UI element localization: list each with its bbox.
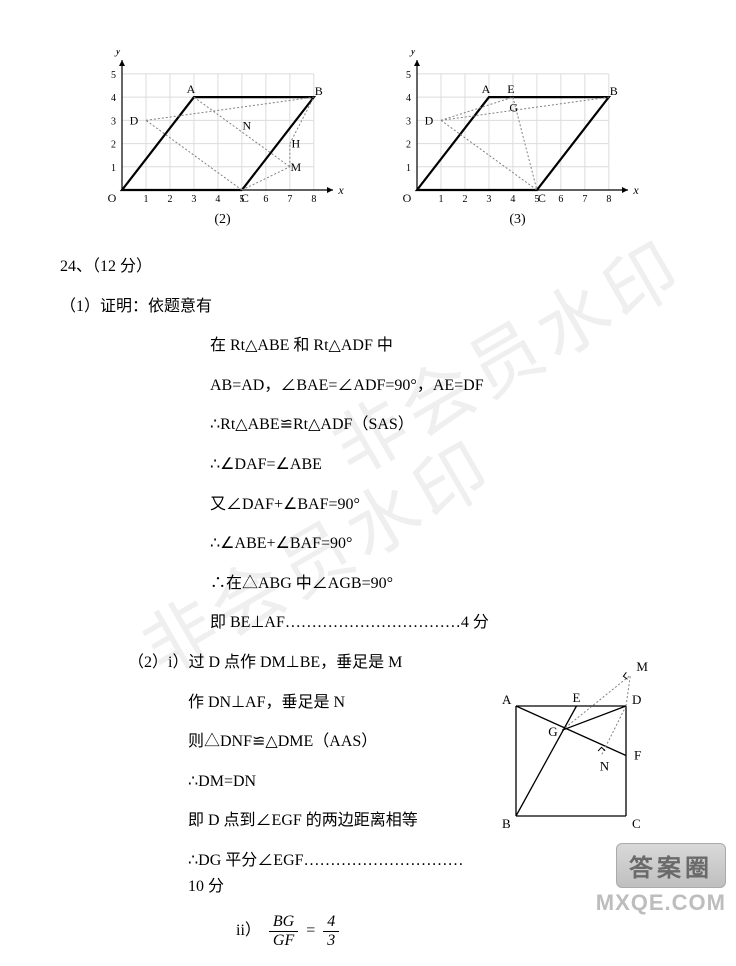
svg-text:G: G bbox=[509, 100, 518, 114]
svg-text:C: C bbox=[632, 816, 641, 831]
chart-3-caption: (3) bbox=[395, 212, 640, 228]
svg-text:O: O bbox=[108, 191, 117, 205]
svg-text:B: B bbox=[610, 84, 618, 98]
q24-p1-line: ∴∠ABE+∠BAF=90° bbox=[210, 531, 676, 557]
q24-p1-head: （1）证明：依题意有 bbox=[60, 294, 676, 320]
svg-text:2: 2 bbox=[111, 140, 116, 151]
q24-p2-line: 即 D 点到∠EGF 的两边距离相等 bbox=[188, 808, 476, 834]
svg-text:6: 6 bbox=[558, 194, 563, 205]
svg-text:E: E bbox=[507, 82, 514, 96]
svg-text:4: 4 bbox=[510, 194, 515, 205]
q24-p1-line: AB=AD，∠BAE=∠ADF=90°，AE=DF bbox=[210, 373, 676, 399]
svg-text:H: H bbox=[292, 137, 301, 151]
svg-text:y: y bbox=[114, 50, 121, 57]
svg-text:y: y bbox=[409, 50, 416, 57]
svg-text:D: D bbox=[130, 113, 139, 127]
geometry-diagram: A D C B E F G M N bbox=[476, 656, 666, 846]
svg-text:B: B bbox=[502, 816, 511, 831]
q24-p2-head: （2）i）过 D 点作 DM⊥BE，垂足是 M bbox=[128, 650, 476, 676]
q24-header: 24、（12 分） bbox=[60, 254, 676, 280]
svg-text:3: 3 bbox=[406, 116, 411, 127]
svg-text:2: 2 bbox=[406, 140, 411, 151]
svg-text:C: C bbox=[538, 191, 546, 205]
svg-text:x: x bbox=[337, 183, 344, 197]
svg-text:6: 6 bbox=[263, 194, 268, 205]
svg-text:1: 1 bbox=[406, 163, 411, 174]
q24-p1-line: 即 BE⊥AF……………………………4 分 bbox=[210, 610, 676, 636]
svg-text:A: A bbox=[482, 82, 491, 96]
svg-text:D: D bbox=[632, 692, 641, 707]
svg-text:2: 2 bbox=[167, 194, 172, 205]
svg-text:1: 1 bbox=[143, 194, 148, 205]
chart-3-svg: 1234567812345ABCDEGOxy bbox=[395, 50, 640, 210]
svg-text:N: N bbox=[243, 118, 252, 132]
svg-text:G: G bbox=[548, 724, 557, 739]
svg-text:5: 5 bbox=[406, 70, 411, 81]
q24-p1-line: ∴∠DAF=∠ABE bbox=[210, 452, 676, 478]
q24-p1-line: ∴在△ABG 中∠AGB=90° bbox=[210, 571, 676, 597]
svg-text:3: 3 bbox=[111, 116, 116, 127]
svg-text:B: B bbox=[315, 84, 323, 98]
svg-text:8: 8 bbox=[311, 194, 316, 205]
chart-2-svg: 1234567812345ABCDHMNOxy bbox=[100, 50, 345, 210]
q24-p2-line: ∴DG 平分∠EGF…………………………10 分 bbox=[188, 848, 476, 899]
frac-right: 4 3 bbox=[323, 913, 339, 950]
q24-p1-line: 又∠DAF+∠BAF=90° bbox=[210, 492, 676, 518]
q24-p1-line: ∴Rt△ABE≌Rt△ADF（SAS） bbox=[210, 412, 676, 438]
svg-text:8: 8 bbox=[606, 194, 611, 205]
svg-text:7: 7 bbox=[287, 194, 292, 205]
chart-2-caption: (2) bbox=[100, 212, 345, 228]
svg-text:3: 3 bbox=[486, 194, 491, 205]
svg-text:1: 1 bbox=[438, 194, 443, 205]
svg-text:O: O bbox=[403, 191, 412, 205]
frac-left: BG GF bbox=[269, 913, 298, 950]
q24-p2-ii: ii） BG GF = 4 3 bbox=[236, 913, 476, 950]
svg-text:1: 1 bbox=[111, 163, 116, 174]
svg-text:4: 4 bbox=[406, 93, 411, 104]
svg-text:A: A bbox=[187, 82, 196, 96]
svg-text:A: A bbox=[502, 692, 512, 707]
svg-text:3: 3 bbox=[191, 194, 196, 205]
ii-label: ii） bbox=[236, 922, 261, 939]
svg-text:2: 2 bbox=[462, 194, 467, 205]
q24-p2-line: ∴DM=DN bbox=[188, 769, 476, 795]
svg-text:4: 4 bbox=[215, 194, 220, 205]
svg-text:M: M bbox=[291, 160, 302, 174]
svg-text:7: 7 bbox=[582, 194, 587, 205]
svg-text:F: F bbox=[634, 747, 641, 762]
svg-text:x: x bbox=[632, 183, 639, 197]
svg-text:N: N bbox=[600, 758, 610, 773]
svg-text:C: C bbox=[241, 191, 249, 205]
svg-text:E: E bbox=[573, 690, 581, 705]
chart-3: 1234567812345ABCDEGOxy (3) bbox=[395, 50, 640, 228]
q24-p1-line: 在 Rt△ABE 和 Rt△ADF 中 bbox=[210, 333, 676, 359]
svg-text:D: D bbox=[425, 113, 434, 127]
svg-text:M: M bbox=[636, 659, 648, 674]
svg-text:5: 5 bbox=[111, 70, 116, 81]
chart-2: 1234567812345ABCDHMNOxy (2) bbox=[100, 50, 345, 228]
svg-text:4: 4 bbox=[111, 93, 116, 104]
q24-p2-line: 作 DN⊥AF，垂足是 N bbox=[188, 690, 476, 716]
q24-p2-line: 则△DNF≌△DME（AAS） bbox=[188, 729, 476, 755]
